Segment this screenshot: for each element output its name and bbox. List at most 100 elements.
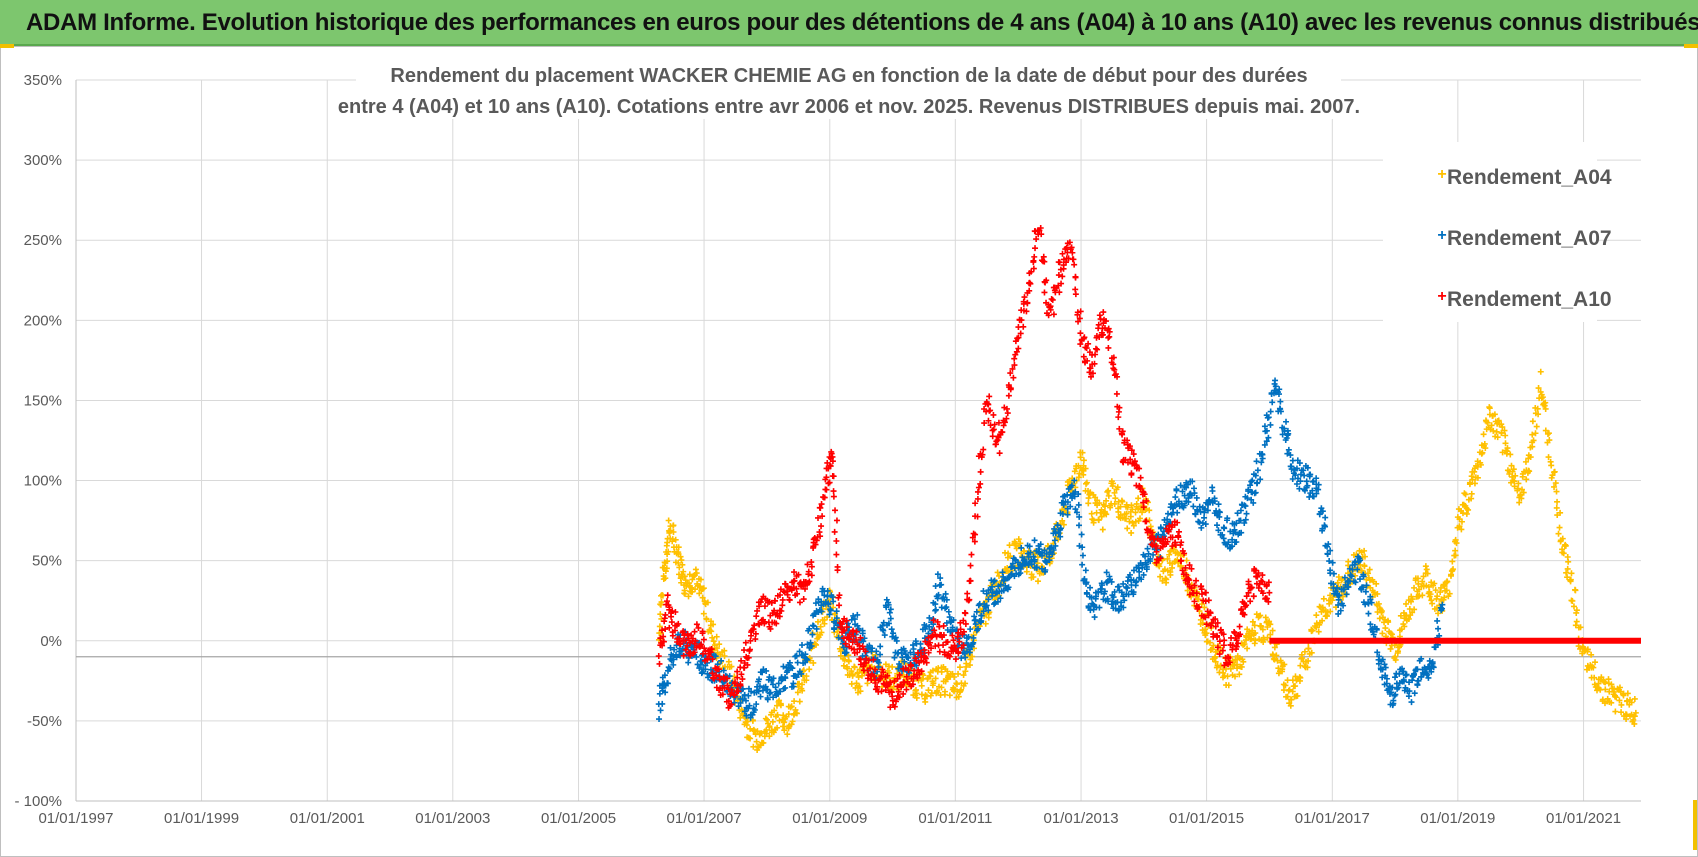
data-point	[1059, 517, 1066, 524]
data-point	[1202, 614, 1209, 621]
data-point	[678, 647, 685, 654]
data-point	[1287, 702, 1294, 709]
data-point	[1151, 536, 1158, 543]
data-point	[1247, 482, 1254, 489]
data-point	[719, 691, 726, 698]
data-point	[909, 681, 916, 688]
data-point	[1153, 548, 1160, 555]
data-point	[983, 590, 990, 597]
data-point	[1493, 428, 1500, 435]
data-point	[1216, 651, 1223, 658]
data-point	[785, 711, 792, 718]
data-point	[1110, 480, 1117, 487]
data-point	[996, 450, 1003, 457]
x-tick-label: 01/01/2019	[1420, 810, 1495, 827]
data-point	[1263, 438, 1270, 445]
data-point	[1396, 670, 1403, 677]
data-point	[967, 577, 974, 584]
data-point	[1098, 506, 1105, 513]
data-point	[1111, 489, 1118, 496]
data-point	[1015, 345, 1022, 352]
data-point	[985, 417, 992, 424]
data-point	[1499, 449, 1506, 456]
data-point	[930, 617, 937, 624]
data-point	[1106, 573, 1113, 580]
data-point	[1193, 590, 1200, 597]
data-point	[1150, 551, 1157, 558]
data-point	[1345, 583, 1352, 590]
data-point	[1103, 569, 1110, 576]
data-point	[824, 587, 831, 594]
chart-grid	[75, 79, 1641, 802]
data-point	[1166, 551, 1173, 558]
data-point	[666, 604, 673, 611]
data-point	[1138, 576, 1145, 583]
data-point	[917, 640, 924, 647]
data-point	[1343, 591, 1350, 598]
data-point	[1573, 618, 1580, 625]
data-point	[1414, 666, 1421, 673]
data-point	[962, 680, 969, 687]
data-point	[1326, 558, 1333, 565]
data-point	[1098, 513, 1105, 520]
data-point	[710, 638, 717, 645]
data-point	[1545, 454, 1552, 461]
data-point	[791, 577, 798, 584]
data-point	[869, 645, 876, 652]
data-point	[1175, 528, 1182, 535]
data-point	[850, 612, 857, 619]
data-point	[745, 692, 752, 699]
data-point	[804, 561, 811, 568]
data-point	[753, 738, 760, 745]
data-point	[747, 735, 754, 742]
data-point	[802, 585, 809, 592]
data-point	[751, 622, 758, 629]
data-point	[825, 480, 832, 487]
data-point	[1236, 623, 1243, 630]
data-point	[1568, 570, 1575, 577]
data-point	[1278, 659, 1285, 666]
data-point	[1066, 239, 1073, 246]
data-point	[1164, 555, 1171, 562]
data-point	[1325, 541, 1332, 548]
data-point	[857, 634, 864, 641]
data-point	[855, 674, 862, 681]
data-point	[1011, 355, 1018, 362]
data-point	[833, 608, 840, 615]
data-point	[863, 649, 870, 656]
data-point	[1153, 542, 1160, 549]
data-point	[1074, 311, 1081, 318]
data-point	[965, 633, 972, 640]
data-point	[946, 614, 953, 621]
data-point	[752, 636, 759, 643]
data-point	[830, 604, 837, 611]
data-point	[1128, 502, 1135, 509]
data-point	[915, 667, 922, 674]
data-point	[1337, 607, 1344, 614]
data-point	[793, 585, 800, 592]
data-point	[1315, 486, 1322, 493]
data-point	[1411, 690, 1418, 697]
data-point	[934, 571, 941, 578]
data-point	[1387, 645, 1394, 652]
data-point	[943, 596, 950, 603]
data-point	[806, 625, 813, 632]
data-point	[771, 597, 778, 604]
data-point	[734, 674, 741, 681]
data-point	[668, 619, 675, 626]
data-point	[745, 654, 752, 661]
data-point	[1163, 576, 1170, 583]
chart-title: Rendement du placement WACKER CHEMIE AG …	[338, 55, 1360, 119]
data-point	[1087, 584, 1094, 591]
data-point	[1281, 661, 1288, 668]
data-point	[1319, 508, 1326, 515]
data-point	[996, 573, 1003, 580]
data-point	[1612, 708, 1619, 715]
data-point	[881, 632, 888, 639]
data-point	[927, 673, 934, 680]
data-point	[1076, 522, 1083, 529]
data-point	[700, 585, 707, 592]
data-point	[1327, 608, 1334, 615]
data-point	[1567, 576, 1574, 583]
data-point	[1056, 259, 1063, 266]
